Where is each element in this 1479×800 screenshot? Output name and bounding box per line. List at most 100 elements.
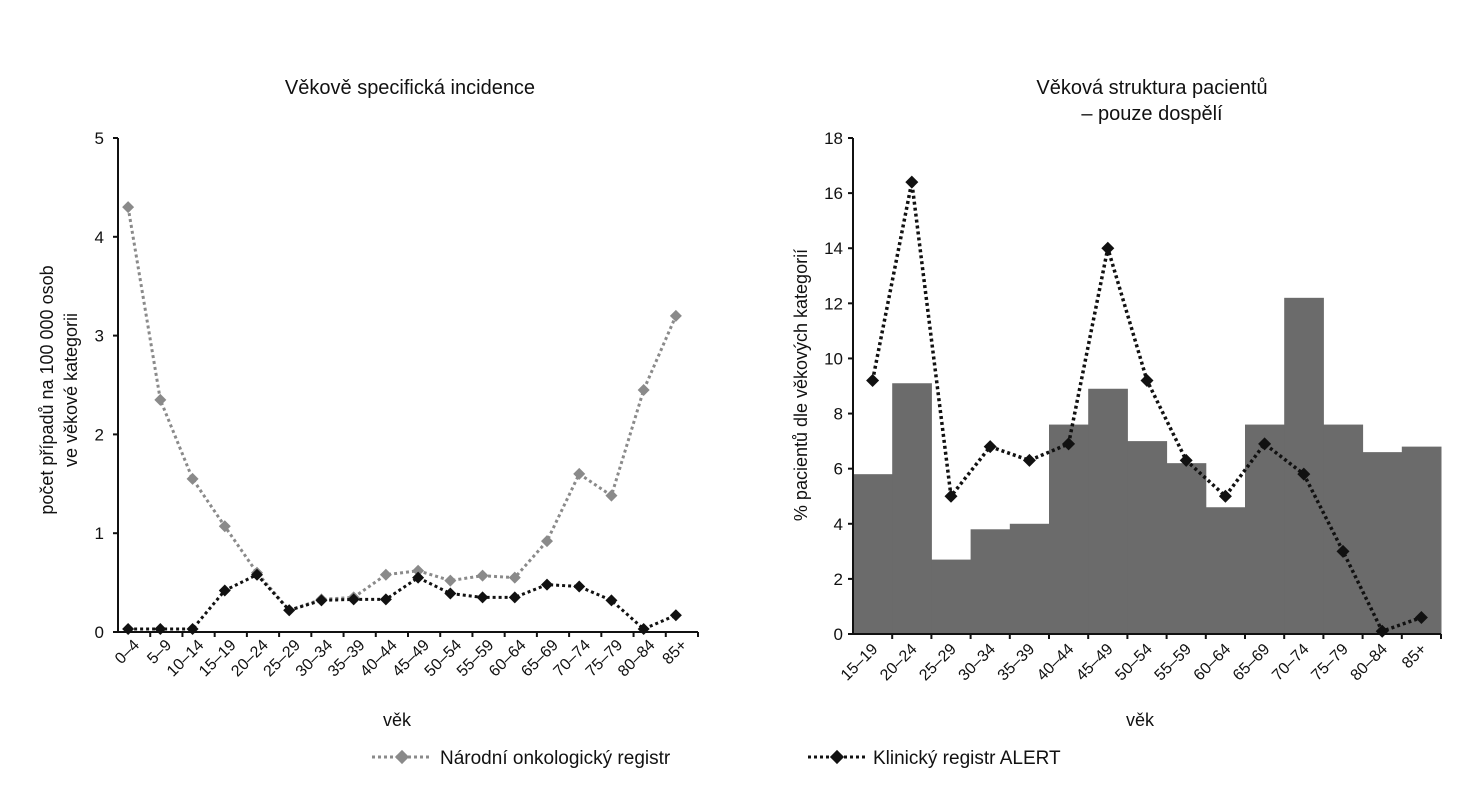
age-structure-bars <box>853 297 1442 634</box>
alert-structure-point <box>866 373 880 387</box>
alert-structure-point <box>1414 610 1428 624</box>
age-structure-bar <box>1245 424 1285 634</box>
alert-structure-point <box>1297 467 1311 481</box>
incidence-y-tick-label: 2 <box>95 425 104 444</box>
age-structure-x-tick-label: 75–79 <box>1308 641 1352 685</box>
narodni-point <box>379 568 392 581</box>
incidence-y-tick-label: 3 <box>95 327 104 346</box>
age-structure-chart: Věková struktura pacientů – pouze dospěl… <box>791 77 1442 730</box>
alert-point <box>251 568 263 581</box>
alert-structure-point <box>1062 437 1076 451</box>
incidence-y-tick-label: 0 <box>95 623 104 642</box>
incidence-y-tick-label: 4 <box>95 228 104 247</box>
age-structure-x-axis-label: věk <box>1126 710 1155 730</box>
alert-point <box>412 571 425 584</box>
incidence-y-axis-label-line1: počet případů na 100 000 osob <box>37 265 57 514</box>
age-structure-x-tick-label: 65–69 <box>1230 641 1274 685</box>
age-structure-bar <box>1088 388 1128 634</box>
incidence-y-tick-label: 5 <box>95 129 104 148</box>
age-structure-y-tick-label: 18 <box>824 129 843 148</box>
age-structure-x-tick-label: 30–34 <box>956 641 1000 685</box>
age-structure-title-line1: Věková struktura pacientů <box>1036 77 1267 99</box>
age-structure-bar <box>1401 446 1442 634</box>
legend-item-narodni: Národní onkologický registr <box>372 748 671 769</box>
legend-label-alert: Klinický registr ALERT <box>873 748 1061 769</box>
alert-structure-point <box>944 489 958 503</box>
incidence-chart-title: Věkově specifická incidence <box>285 77 535 99</box>
narodni-point <box>669 309 682 322</box>
age-structure-bar <box>970 529 1011 634</box>
age-structure-y-tick-label: 8 <box>834 405 843 424</box>
alert-point <box>605 594 618 607</box>
legend: Národní onkologický registr Klinický reg… <box>372 748 1061 769</box>
narodni-point <box>444 574 457 587</box>
alert-point <box>669 609 682 622</box>
narodni-point <box>154 393 167 406</box>
narodni-point <box>186 472 199 485</box>
age-structure-bar <box>853 474 893 634</box>
age-structure-x-tick-label: 45–49 <box>1073 641 1117 685</box>
alert-point <box>573 580 586 593</box>
incidence-x-tick-label: 0–4 <box>112 637 143 668</box>
narodni-point <box>218 520 231 533</box>
age-structure-bar <box>1166 463 1207 634</box>
age-structure-y-axis-label: % pacientů dle věkových kategorií <box>791 249 811 521</box>
narodni-point <box>476 569 489 582</box>
age-structure-bar <box>1362 452 1403 634</box>
narodni-point <box>605 489 618 502</box>
narodni-point <box>508 571 521 584</box>
legend-item-alert: Klinický registr ALERT <box>808 748 1061 769</box>
incidence-y-tick-label: 1 <box>95 524 104 543</box>
age-structure-y-tick-label: 0 <box>834 625 843 644</box>
incidence-chart: Věkově specifická incidence počet případ… <box>37 77 699 730</box>
narodni-point <box>412 564 425 577</box>
age-structure-bar <box>931 559 972 634</box>
alert-structure-point <box>1101 241 1115 255</box>
alert-structure-point <box>983 440 997 454</box>
alert-point <box>476 591 489 604</box>
incidence-series <box>122 201 682 636</box>
alert-point <box>154 623 167 636</box>
alert-structure-point <box>1375 624 1389 638</box>
alert-point <box>186 623 199 636</box>
age-structure-bar <box>892 383 932 634</box>
age-structure-bar <box>1049 424 1089 634</box>
age-structure-y-tick-label: 14 <box>824 239 843 258</box>
incidence-y-axis-label: počet případů na 100 000 osob ve věkové … <box>37 265 81 514</box>
age-structure-x-tick-label: 60–64 <box>1191 641 1235 685</box>
incidence-x-tick-label: 85+ <box>660 637 691 668</box>
alert-point <box>637 623 650 636</box>
age-structure-bar <box>1284 297 1324 634</box>
legend-marker-narodni <box>394 749 410 765</box>
alert-structure-point <box>1258 437 1272 451</box>
age-structure-y-tick-label: 2 <box>834 570 843 589</box>
alert-point <box>508 591 521 604</box>
age-structure-x-tick-label: 55–59 <box>1152 641 1196 685</box>
incidence-x-axis-label: věk <box>383 710 412 730</box>
incidence-y-axis-label-line2: ve věkové kategorii <box>61 313 81 467</box>
legend-label-narodni: Národní onkologický registr <box>440 748 671 769</box>
alert-structure-point <box>1140 373 1154 387</box>
alert-structure-point <box>1218 489 1232 503</box>
age-structure-y-tick-label: 4 <box>834 515 843 534</box>
age-structure-x-tick-label: 35–39 <box>995 641 1039 685</box>
incidence-x-tick-label: 80–84 <box>615 637 659 681</box>
age-structure-y-tick-label: 16 <box>824 184 843 203</box>
alert-structure-point <box>905 175 919 189</box>
age-structure-x-tick-label: 50–54 <box>1112 641 1156 685</box>
age-structure-x-tick-label: 20–24 <box>877 641 921 685</box>
alert-point <box>379 593 392 606</box>
age-structure-x-tick-label: 40–44 <box>1034 641 1078 685</box>
alert-series-line <box>128 572 677 631</box>
age-structure-bar <box>1009 523 1050 634</box>
age-structure-bar <box>1127 441 1168 634</box>
alert-point <box>315 594 328 607</box>
age-structure-y-tick-label: 10 <box>824 349 843 368</box>
narodni-point <box>637 383 650 396</box>
age-structure-y-tick-label: 12 <box>824 294 843 313</box>
narodni-point <box>573 467 586 480</box>
alert-structure-point <box>1336 544 1350 558</box>
narodni-series-line <box>126 206 678 613</box>
